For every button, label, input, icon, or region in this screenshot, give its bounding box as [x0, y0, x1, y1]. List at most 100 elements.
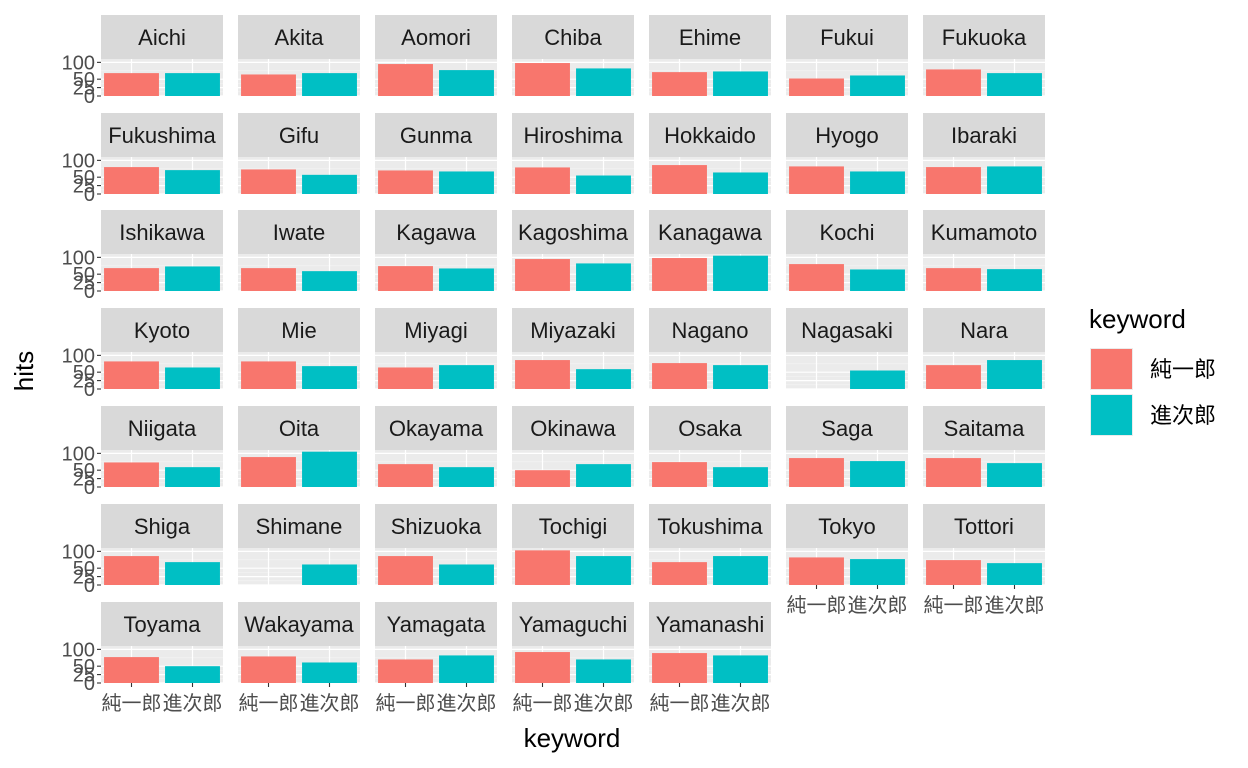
bar-進次郎: [850, 461, 905, 487]
facet-strip-label: Ishikawa: [119, 220, 205, 245]
facet-strip-label: Kumamoto: [931, 220, 1037, 245]
facet-strip-label: Miyazaki: [530, 318, 616, 343]
bar-進次郎: [576, 369, 631, 389]
bar-進次郎: [850, 75, 905, 96]
y-tick-label: 0: [84, 184, 95, 206]
y-tick-label: 25: [73, 567, 95, 589]
facet-strip: [786, 210, 908, 254]
facet-strip: [512, 15, 634, 59]
facet-strip-label: Fukushima: [108, 123, 216, 148]
bar-純一郎: [926, 69, 981, 96]
bar-純一郎: [926, 458, 981, 487]
facet-panel-iwate: Iwate: [238, 210, 360, 292]
bar-進次郎: [713, 556, 768, 585]
facet-strip-label: Hiroshima: [523, 123, 623, 148]
bar-進次郎: [850, 559, 905, 585]
bar-純一郎: [104, 556, 159, 585]
facet-panel-tokushima: Tokushima: [649, 504, 771, 586]
x-tick-label: 進次郎: [437, 692, 497, 715]
x-tick-label: 進次郎: [985, 594, 1045, 617]
facet-strip: [375, 210, 497, 254]
facet-panel-nagano: Nagano: [649, 308, 771, 390]
facet-strip: [238, 406, 360, 450]
x-tick-label: 進次郎: [163, 692, 223, 715]
bar-純一郎: [926, 560, 981, 585]
facet-strip-label: Akita: [275, 25, 325, 50]
x-tick-label: 進次郎: [711, 692, 771, 715]
facet-panel-kagoshima: Kagoshima: [512, 210, 634, 292]
bar-純一郎: [241, 656, 296, 683]
facet-strip: [101, 113, 223, 157]
y-tick-label: 100: [62, 541, 95, 563]
facet-strip-label: Gifu: [279, 123, 319, 148]
bar-進次郎: [850, 171, 905, 194]
facet-strip: [101, 406, 223, 450]
bar-純一郎: [241, 169, 296, 194]
bar-進次郎: [439, 70, 494, 96]
legend-title: keyword: [1089, 304, 1186, 334]
bar-純一郎: [652, 258, 707, 291]
bar-純一郎: [652, 363, 707, 389]
facet-panel-osaka: Osaka: [649, 406, 771, 488]
bar-進次郎: [165, 367, 220, 389]
facet-strip: [238, 113, 360, 157]
bar-純一郎: [515, 652, 570, 683]
bar-進次郎: [576, 68, 631, 96]
facet-panel-kagawa: Kagawa: [375, 210, 497, 292]
facet-panel-chiba: Chiba: [512, 15, 634, 97]
facet-strip-label: Mie: [281, 318, 316, 343]
facet-strip-label: Wakayama: [244, 612, 354, 637]
bar-進次郎: [850, 370, 905, 389]
facet-panel-saitama: Saitama: [923, 406, 1045, 488]
facet-panel-okinawa: Okinawa: [512, 406, 634, 488]
facet-panel-akita: Akita: [238, 15, 360, 97]
facet-strip-label: Tokyo: [818, 514, 875, 539]
bar-純一郎: [104, 657, 159, 683]
facet-panel-shizuoka: Shizuoka: [375, 504, 497, 586]
facet-strip: [923, 210, 1045, 254]
x-axis-title: keyword: [524, 723, 621, 753]
bar-純一郎: [104, 268, 159, 291]
bar-進次郎: [987, 166, 1042, 194]
facet-strip: [101, 504, 223, 548]
facet-panel-gunma: Gunma: [375, 113, 497, 195]
y-tick-label: 100: [62, 443, 95, 465]
legend-key-進次郎: [1091, 395, 1132, 435]
bar-進次郎: [713, 365, 768, 389]
bar-進次郎: [439, 655, 494, 683]
facet-strip: [375, 15, 497, 59]
bar-進次郎: [987, 563, 1042, 585]
facet-strip-label: Nagano: [671, 318, 748, 343]
bar-純一郎: [378, 464, 433, 487]
facet-strip-label: Kagawa: [396, 220, 476, 245]
facet-panel-yamagata: Yamagata 純一郎 進次郎: [375, 602, 497, 715]
facet-strip-label: Tokushima: [657, 514, 763, 539]
bar-進次郎: [165, 666, 220, 683]
bar-純一郎: [789, 557, 844, 585]
facet-strip: [512, 113, 634, 157]
facet-panel-tokyo: Tokyo 純一郎 進次郎: [786, 504, 908, 617]
y-tick-label: 0: [84, 281, 95, 303]
bar-純一郎: [104, 73, 159, 96]
bar-進次郎: [302, 662, 357, 683]
bar-純一郎: [652, 165, 707, 194]
facet-strip-label: Kochi: [819, 220, 874, 245]
facet-strip-label: Saitama: [944, 416, 1025, 441]
facet-strip: [923, 406, 1045, 450]
facet-panel-tochigi: Tochigi: [512, 504, 634, 586]
bar-純一郎: [378, 170, 433, 194]
facet-strip-label: Kagoshima: [518, 220, 629, 245]
bar-進次郎: [576, 556, 631, 585]
facet-strip: [649, 210, 771, 254]
facet-strip-label: Miyagi: [404, 318, 468, 343]
bar-純一郎: [241, 268, 296, 291]
bar-進次郎: [302, 564, 357, 585]
y-tick-label: 50: [73, 362, 95, 384]
facet-panel-miyazaki: Miyazaki: [512, 308, 634, 390]
